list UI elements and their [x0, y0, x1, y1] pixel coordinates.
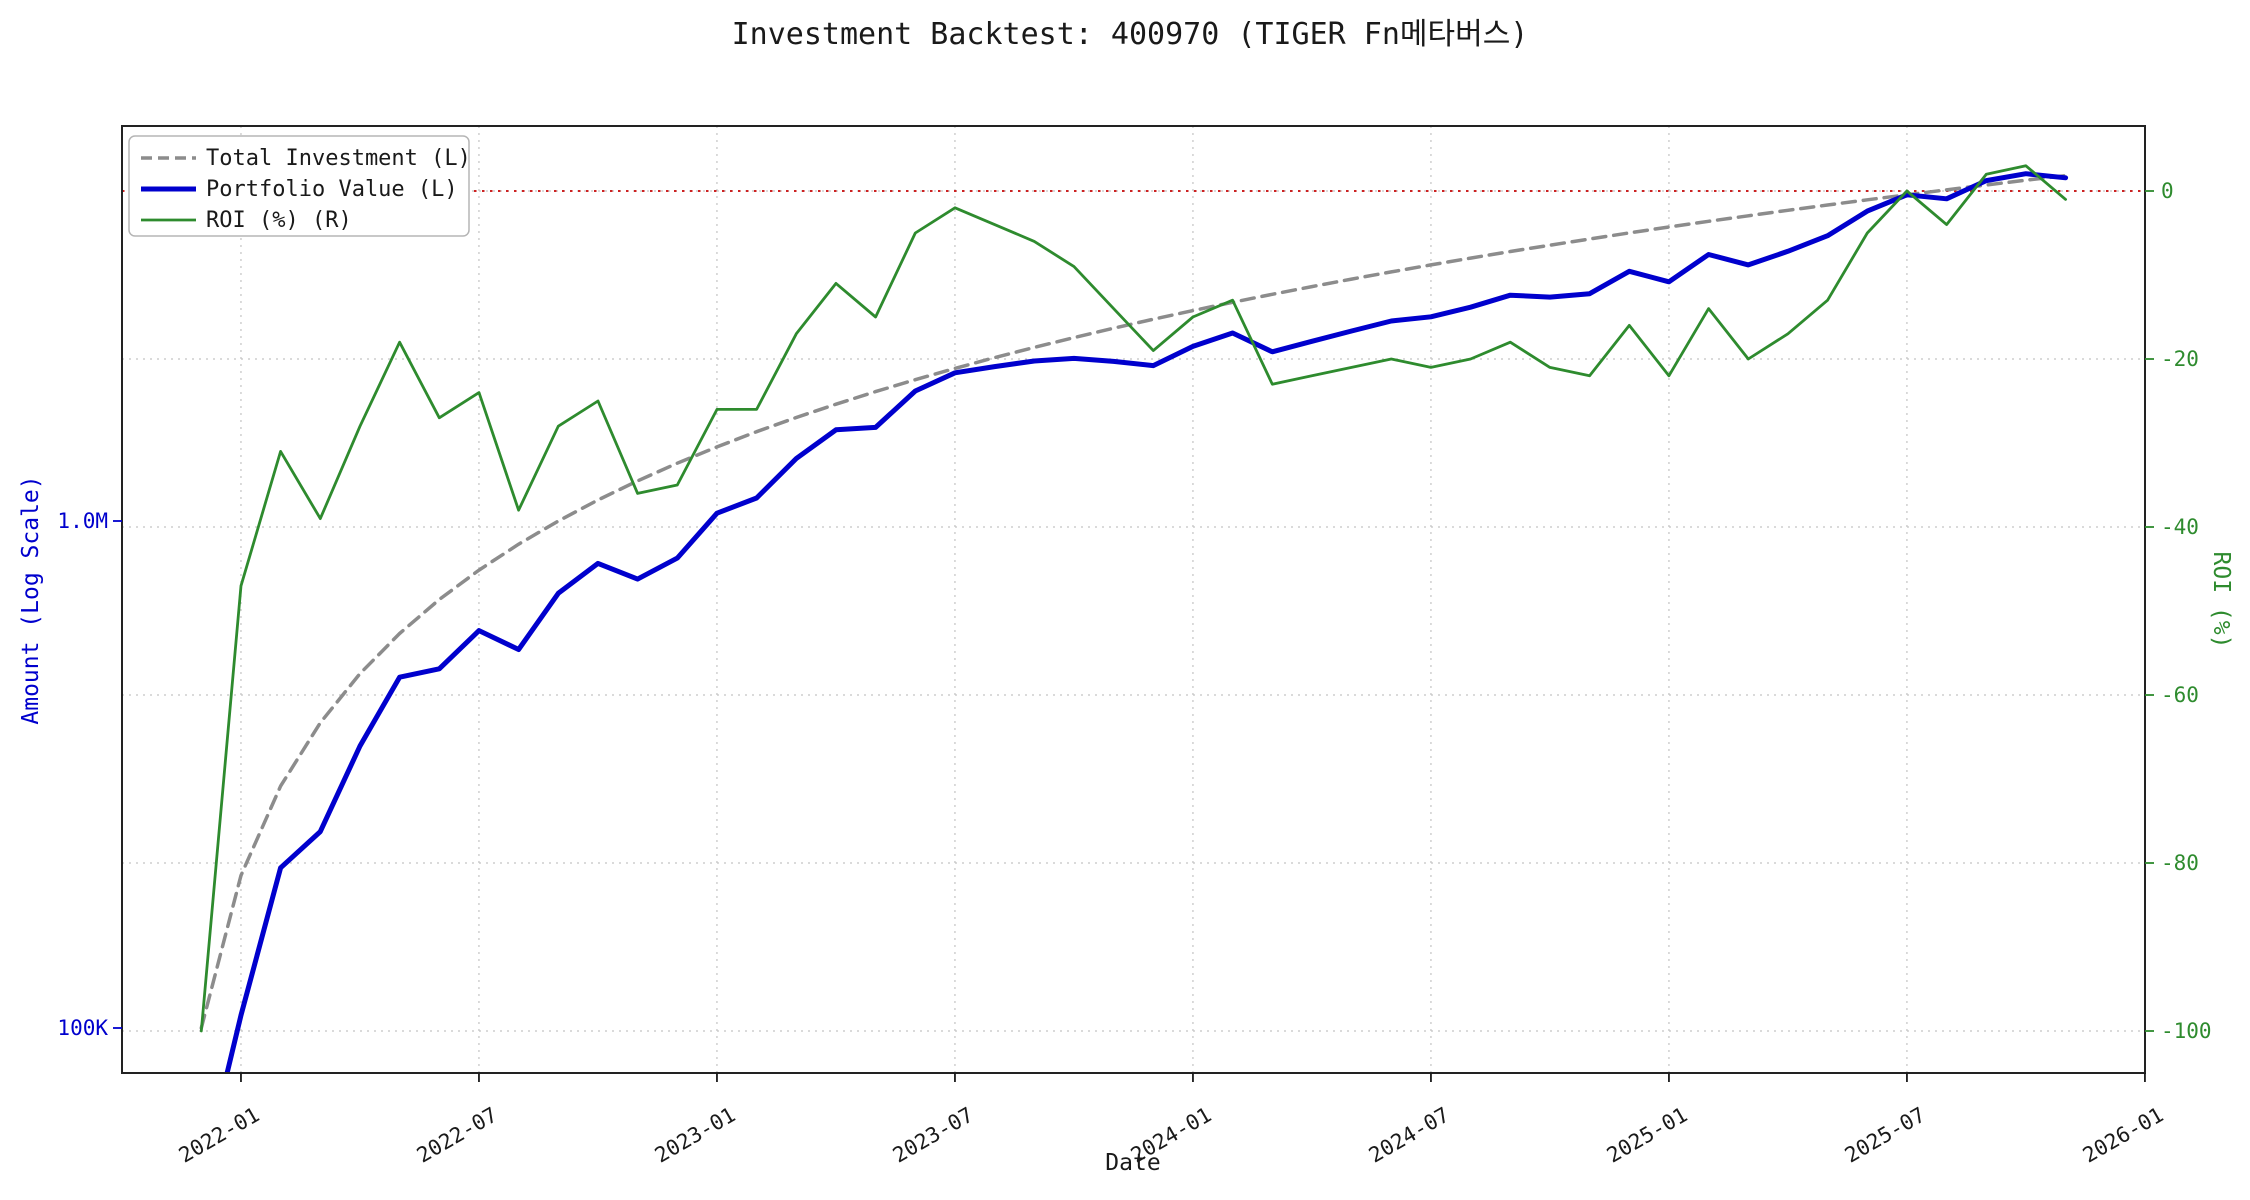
legend-label-total-investment-line: Total Investment (L): [206, 146, 471, 171]
portfolio-value-line: [224, 171, 2069, 1073]
left-tick-label: 1.0M: [57, 509, 108, 533]
left-axis-label: Amount (Log Scale): [18, 475, 44, 724]
x-tick-label: 2023-07: [889, 1103, 978, 1168]
legend-label-roi-line: ROI (%) (R): [206, 208, 352, 233]
right-tick-label: -40: [2161, 515, 2199, 539]
x-tick-label: 2024-07: [1365, 1103, 1454, 1168]
right-tick-label: -60: [2161, 683, 2199, 707]
legend: Total Investment (L) Portfolio Value (L) R…: [128, 135, 471, 237]
series-lines: [199, 164, 2069, 1073]
roi-line: [199, 164, 2068, 1033]
x-tick-label: 2023-01: [651, 1103, 740, 1168]
right-tick-label: 0: [2161, 179, 2174, 203]
legend-label-portfolio-value-line: Portfolio Value (L): [206, 177, 458, 202]
plot-border: [121, 125, 2146, 1074]
x-axis-label: Date: [1105, 1150, 1160, 1176]
right-tick-label: -20: [2161, 347, 2199, 371]
right-tick-label: -100: [2161, 1019, 2212, 1043]
right-tick-label: -80: [2161, 851, 2199, 875]
chart-title: Investment Backtest: 400970 (TIGER Fn메타버…: [732, 17, 1529, 52]
x-tick-label: 2026-01: [2079, 1103, 2168, 1168]
x-tick-label: 2022-01: [175, 1103, 264, 1168]
x-tick-label: 2025-07: [1841, 1103, 1930, 1168]
right-axis-label: ROI (%): [2208, 552, 2234, 649]
legend-box: [128, 135, 470, 237]
axis-ticks: 2022-01 2022-07 2023-01 2023-07 2024-01 2024-…: [57, 179, 2211, 1168]
x-tick-label: 2022-07: [413, 1103, 502, 1168]
gridlines: [122, 126, 2146, 1073]
total-investment-line: [199, 173, 2068, 1030]
left-tick-label: 100K: [57, 1016, 108, 1040]
x-tick-label: 2025-01: [1603, 1103, 1692, 1168]
